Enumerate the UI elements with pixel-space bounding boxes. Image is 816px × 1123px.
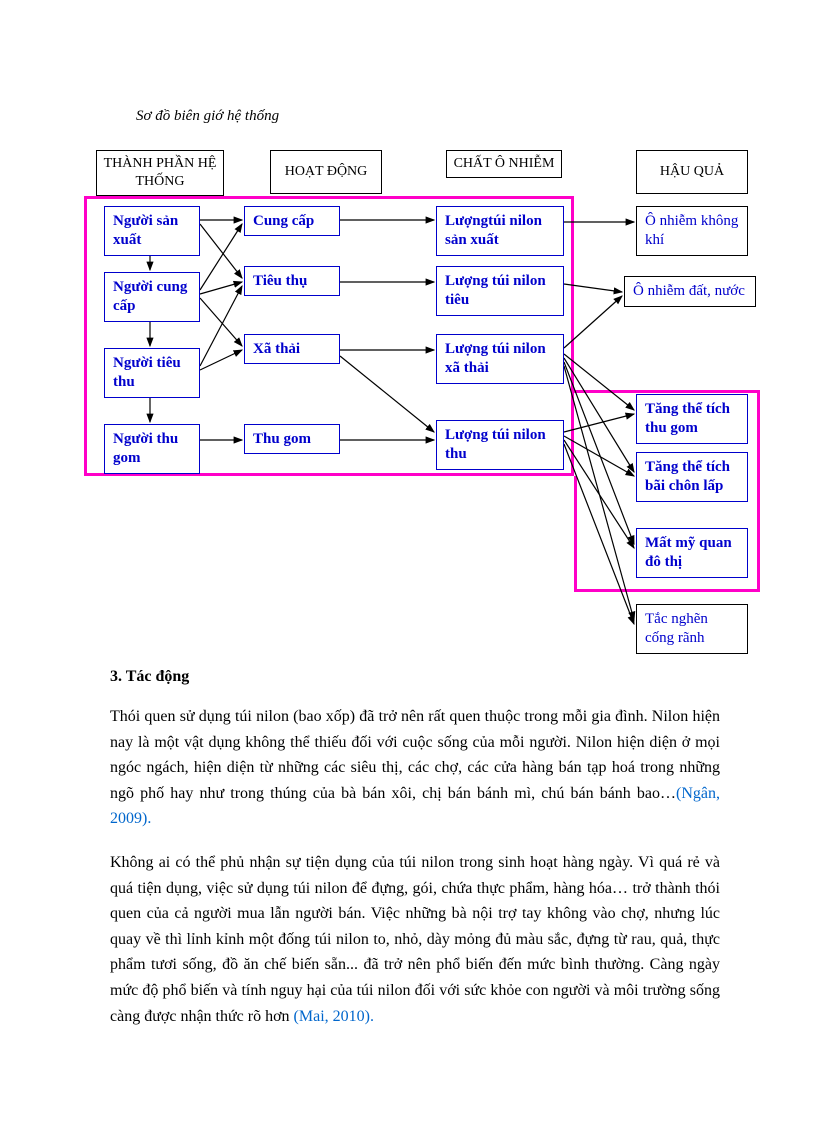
- paragraph-2: Không ai có thể phủ nhận sự tiện dụng củ…: [110, 850, 720, 1029]
- node-thu-gom: Thu gom: [244, 424, 340, 454]
- node-cung-cap: Cung cấp: [244, 206, 340, 236]
- effect-mat-my-quan: Mất mỹ quan đô thị: [636, 528, 748, 578]
- section-heading-3: 3. Tác động: [110, 668, 189, 686]
- node-tieu-thu: Tiêu thụ: [244, 266, 340, 296]
- node-luong-tieu: Lượng túi nilon tiêu: [436, 266, 564, 316]
- paragraph-2-text: Không ai có thể phủ nhận sự tiện dụng củ…: [110, 854, 720, 1025]
- node-luong-thu: Lượng túi nilon thu: [436, 420, 564, 470]
- paragraph-1: Thói quen sử dụng túi nilon (bao xốp) đã…: [110, 704, 720, 832]
- header-col1: THÀNH PHẦN HỆ THỐNG: [96, 150, 224, 196]
- node-nguoi-tieu-thu: Người tiêu thu: [104, 348, 200, 398]
- node-xa-thai: Xã thải: [244, 334, 340, 364]
- node-nguoi-thu-gom: Người thu gom: [104, 424, 200, 474]
- magenta-connector: [574, 476, 577, 592]
- header-col3: CHẤT Ô NHIỄM: [446, 150, 562, 178]
- effect-tang-bai-chon: Tăng thể tích bãi chôn lấp: [636, 452, 748, 502]
- effect-o-nhiem-kk: Ô nhiễm không khí: [636, 206, 748, 256]
- node-nguoi-cung-cap: Người cung cấp: [104, 272, 200, 322]
- page-title: Sơ đồ biên giớ hệ thống: [136, 108, 279, 125]
- effect-tac-nghen: Tắc nghẽn cống rãnh: [636, 604, 748, 654]
- node-luong-sx: Lượngtúi nilon sản xuất: [436, 206, 564, 256]
- node-nguoi-san-xuat: Người sản xuất: [104, 206, 200, 256]
- citation-mai-2010: (Mai, 2010).: [294, 1008, 374, 1025]
- node-luong-xathai: Lượng túi nilon xã thải: [436, 334, 564, 384]
- effect-o-nhiem-dat-nuoc: Ô nhiễm đất, nước: [624, 276, 756, 307]
- effect-tang-thu-gom: Tăng thể tích thu gom: [636, 394, 748, 444]
- header-col2: HOẠT ĐỘNG: [270, 150, 382, 194]
- paragraph-1-text: Thói quen sử dụng túi nilon (bao xốp) đã…: [110, 708, 720, 802]
- header-col4: HẬU QUẢ: [636, 150, 748, 194]
